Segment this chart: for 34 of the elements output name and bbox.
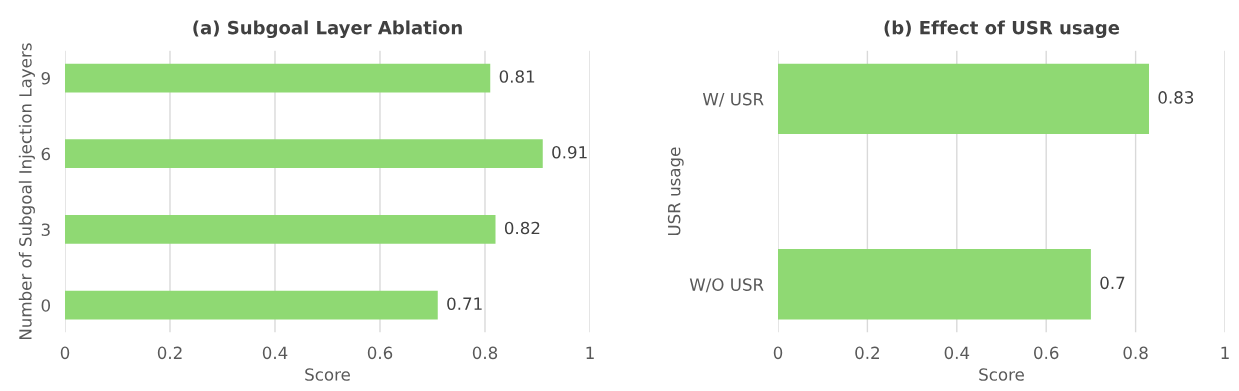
y-tick-label: 6 [41,147,51,161]
x-tick-label: 1 [1221,346,1229,359]
bar [65,290,438,320]
x-tick-label: 0.6 [367,346,393,360]
y-tick-label: W/O USR [689,278,764,293]
data-label: 0.71 [447,297,482,310]
x-tick-label: 0.8 [472,346,498,360]
x-tick-label: 0.4 [262,346,288,360]
x-tick-label: 0.2 [157,346,182,360]
x-tick-label: 0.8 [1123,346,1148,360]
data-label: 0.91 [552,145,587,159]
y-axis-title: Number of Subgoal Injection Layers [18,43,35,340]
data-label: 0.83 [1158,91,1194,104]
y-tick-label: 9 [41,71,50,85]
y-tick-label: W/ USR [702,92,764,107]
x-tick-label: 0.4 [944,346,970,360]
x-tick-label: 0.6 [1034,346,1059,360]
chart-title: (b) Effect of USR usage [884,20,1120,39]
bar [65,215,496,244]
x-tick-label: 0.2 [855,346,879,360]
y-tick-label: 0 [41,299,50,312]
data-label: 0.81 [499,70,535,83]
x-axis-title: Score [305,368,350,381]
bar [65,139,543,169]
bar [65,63,491,93]
x-tick-label: 1 [586,346,594,359]
x-tick-label: 0 [60,346,70,360]
x-axis-title: Score [979,368,1024,381]
x-tick-label: 0 [773,346,783,360]
y-axis-title: USR usage [667,147,684,236]
data-label: 0.82 [504,221,540,235]
data-label: 0.7 [1100,276,1125,290]
chart-title: (a) Subgoal Layer Ablation [193,20,462,39]
y-tick-label: 3 [41,223,50,237]
